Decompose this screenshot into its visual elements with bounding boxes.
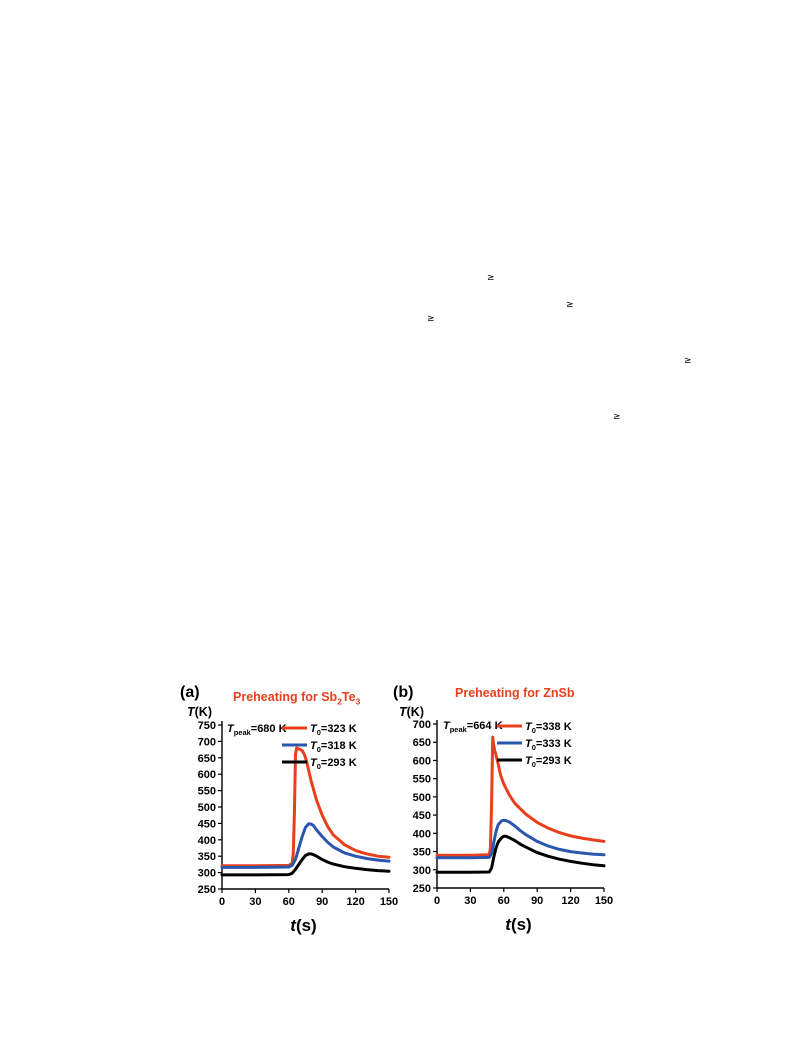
y-tick-label: 400 [413, 828, 431, 840]
y-tick-label: 450 [198, 818, 216, 830]
page-mark: ≥ [684, 356, 692, 366]
y-tick-label: 650 [198, 753, 216, 765]
x-tick-label: 150 [380, 896, 398, 908]
panel-label: (b) [393, 684, 413, 701]
peak-annotation: Tpeak=664 K [443, 720, 503, 734]
x-tick-label: 120 [346, 896, 364, 908]
y-tick-label: 500 [413, 792, 431, 804]
legend-entry: T0=318 K [310, 740, 357, 754]
chart-title: Preheating for ZnSb [455, 686, 575, 700]
series-line [220, 822, 391, 869]
legend-entry: T0=333 K [525, 738, 572, 752]
series-line [435, 735, 606, 857]
legend-entry: T0=323 K [310, 723, 357, 737]
x-tick-label: 90 [316, 896, 328, 908]
series-line [435, 818, 606, 860]
x-axis-label: t(s) [290, 916, 316, 935]
page-mark: ≥ [613, 412, 621, 422]
y-tick-label: 550 [413, 774, 431, 786]
x-tick-label: 120 [561, 895, 579, 907]
chart-panel-b: (b) Preheating for ZnSbT(K)25030035040045… [393, 684, 613, 934]
y-tick-label: 650 [413, 737, 431, 749]
y-tick-label: 250 [413, 883, 431, 895]
y-tick-label: 450 [413, 810, 431, 822]
chart-title: Preheating for Sb2Te3 [233, 690, 361, 707]
y-tick-label: 750 [198, 720, 216, 732]
legend-entry: T0=293 K [525, 755, 572, 769]
y-tick-label: 300 [198, 868, 216, 880]
page-mark: ≥ [566, 300, 574, 310]
y-tick-label: 350 [413, 847, 431, 859]
y-tick-label: 500 [198, 802, 216, 814]
x-tick-label: 30 [464, 895, 476, 907]
panel-label: (a) [180, 684, 200, 701]
y-tick-label: 350 [198, 851, 216, 863]
series-line [220, 746, 391, 868]
x-tick-label: 60 [283, 896, 295, 908]
y-tick-label: 600 [198, 769, 216, 781]
y-tick-label: 600 [413, 755, 431, 767]
page-mark: ≥ [487, 273, 495, 283]
y-axis-label: T(K) [187, 705, 212, 719]
series-line [220, 852, 391, 877]
x-tick-label: 90 [531, 895, 543, 907]
chart-panel-a: (a) Preheating for Sb2Te3T(K)250300350400… [180, 684, 398, 935]
page-mark: ≥ [427, 314, 435, 324]
x-tick-label: 30 [249, 896, 261, 908]
y-axis-label: T(K) [399, 705, 424, 719]
x-tick-label: 150 [595, 895, 613, 907]
y-tick-label: 400 [198, 835, 216, 847]
x-tick-label: 60 [498, 895, 510, 907]
x-tick-label: 0 [434, 895, 440, 907]
y-tick-label: 300 [413, 865, 431, 877]
y-tick-label: 250 [198, 884, 216, 896]
x-tick-label: 0 [219, 896, 225, 908]
x-axis-label: t(s) [505, 915, 531, 934]
legend-entry: T0=338 K [525, 721, 572, 735]
series-line [435, 834, 606, 874]
y-tick-label: 700 [413, 719, 431, 731]
peak-annotation: Tpeak=680 K [227, 723, 287, 737]
y-tick-label: 700 [198, 736, 216, 748]
legend-entry: T0=293 K [310, 757, 357, 771]
y-tick-label: 550 [198, 786, 216, 798]
